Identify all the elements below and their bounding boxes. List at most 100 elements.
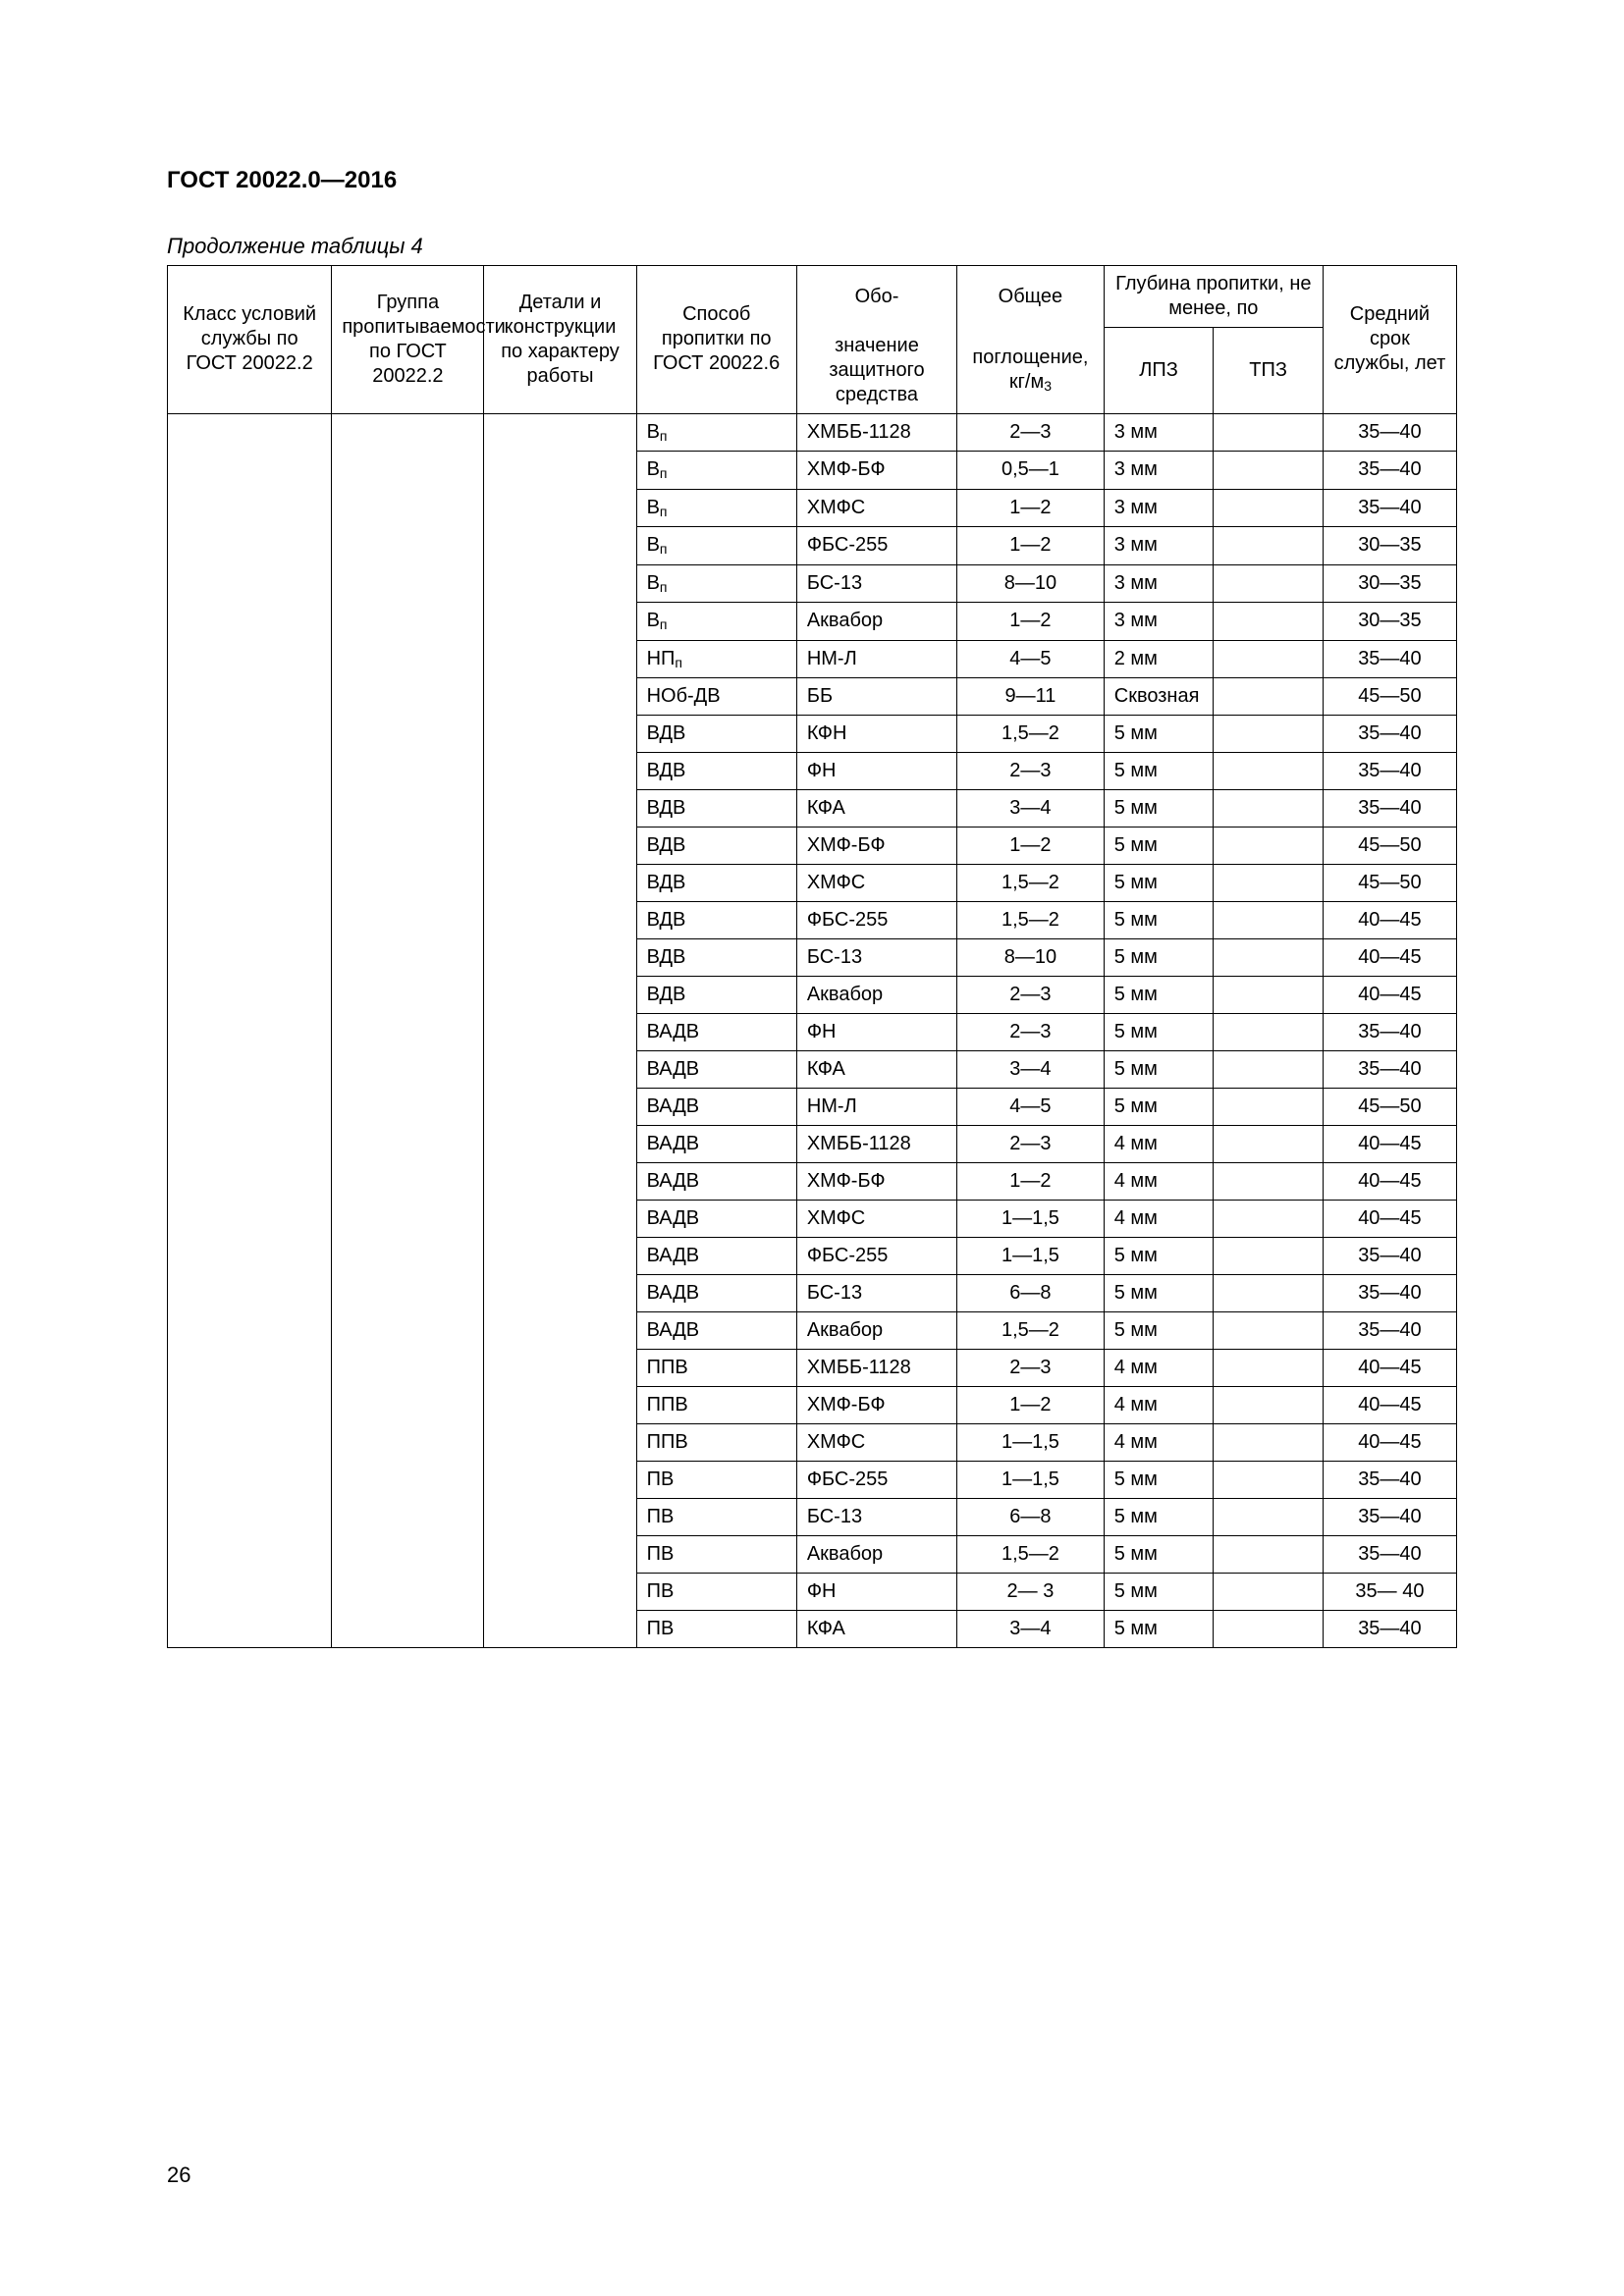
cell-designation: БС-13 [796,939,956,977]
cell-tpz [1214,1275,1324,1312]
cell-lifetime: 30—35 [1323,564,1456,603]
cell-designation: ХМББ-1128 [796,1350,956,1387]
cell-designation: ХМФ-БФ [796,1387,956,1424]
cell-lifetime: 35—40 [1323,1462,1456,1499]
cell-lpz: 3 мм [1104,527,1214,565]
cell-lpz: 2 мм [1104,640,1214,678]
cell-tpz [1214,1051,1324,1089]
cell-lpz: 5 мм [1104,1462,1214,1499]
th-absorption-top: Общее [957,266,1105,328]
cell-absorption: 8—10 [957,939,1105,977]
cell-tpz [1214,527,1324,565]
cell-designation: ХМФ-БФ [796,828,956,865]
cell-c0-span [168,413,332,1648]
cell-lifetime: 40—45 [1323,977,1456,1014]
cell-method: ППВ [636,1350,796,1387]
cell-lifetime: 45—50 [1323,678,1456,716]
cell-designation: ББ [796,678,956,716]
cell-lifetime: 35—40 [1323,1238,1456,1275]
cell-absorption: 2— 3 [957,1574,1105,1611]
cell-method: ВДВ [636,716,796,753]
cell-lpz: 5 мм [1104,865,1214,902]
cell-designation: ХМФС [796,865,956,902]
th-designation-bot: значение защитного средства [796,328,956,414]
cell-lifetime: 40—45 [1323,1201,1456,1238]
cell-lpz: Сквозная [1104,678,1214,716]
cell-designation: Аквабор [796,603,956,641]
cell-tpz [1214,865,1324,902]
cell-lifetime: 30—35 [1323,527,1456,565]
cell-absorption: 8—10 [957,564,1105,603]
cell-lpz: 5 мм [1104,902,1214,939]
cell-method: ППВ [636,1424,796,1462]
cell-tpz [1214,1126,1324,1163]
cell-absorption: 1—1,5 [957,1424,1105,1462]
cell-designation: КФА [796,1051,956,1089]
cell-tpz [1214,1574,1324,1611]
cell-lpz: 5 мм [1104,1499,1214,1536]
table-body: ВпХМББ-11282—33 мм35—40ВпХМФ-БФ0,5—13 мм… [168,413,1457,1648]
cell-lpz: 5 мм [1104,1089,1214,1126]
page: ГОСТ 20022.0—2016 Продолжение таблицы 4 … [0,0,1624,2296]
cell-lpz: 5 мм [1104,753,1214,790]
cell-lpz: 4 мм [1104,1424,1214,1462]
cell-lifetime: 45—50 [1323,1089,1456,1126]
cell-lpz: 5 мм [1104,1312,1214,1350]
cell-lifetime: 45—50 [1323,828,1456,865]
cell-method: ВДВ [636,753,796,790]
cell-absorption: 1—1,5 [957,1238,1105,1275]
table-caption: Продолжение таблицы 4 [167,234,1457,259]
cell-designation: КФА [796,1611,956,1648]
th-details: Детали и конструкции по характеру работы [484,266,636,414]
cell-absorption: 6—8 [957,1275,1105,1312]
table-head: Класс условий службы по ГОСТ 20022.2 Гру… [168,266,1457,414]
cell-method: ВАДВ [636,1163,796,1201]
cell-absorption: 2—3 [957,977,1105,1014]
cell-absorption: 2—3 [957,1126,1105,1163]
cell-lpz: 4 мм [1104,1350,1214,1387]
cell-method: ВДВ [636,939,796,977]
cell-method: ВДВ [636,865,796,902]
cell-absorption: 1,5—2 [957,716,1105,753]
cell-absorption: 2—3 [957,1350,1105,1387]
cell-absorption: 0,5—1 [957,452,1105,490]
cell-designation: ХМББ-1128 [796,413,956,452]
cell-method: ПВ [636,1536,796,1574]
cell-tpz [1214,1387,1324,1424]
cell-absorption: 1—2 [957,828,1105,865]
cell-absorption: 1,5—2 [957,865,1105,902]
cell-absorption: 1—1,5 [957,1462,1105,1499]
cell-tpz [1214,1163,1324,1201]
cell-designation: ХМФС [796,1424,956,1462]
cell-lifetime: 35—40 [1323,790,1456,828]
cell-designation: ФБС-255 [796,902,956,939]
cell-method: НОб-ДВ [636,678,796,716]
cell-absorption: 1—2 [957,1387,1105,1424]
cell-lifetime: 35—40 [1323,1051,1456,1089]
th-absorption-bot: поглощение, кг/м3 [957,328,1105,414]
cell-tpz [1214,1462,1324,1499]
cell-designation: БС-13 [796,564,956,603]
cell-method: ВАДВ [636,1089,796,1126]
cell-designation: ХМФС [796,1201,956,1238]
cell-tpz [1214,603,1324,641]
cell-designation: ФБС-255 [796,527,956,565]
cell-absorption: 2—3 [957,753,1105,790]
cell-tpz [1214,902,1324,939]
th-designation-top: Обо- [796,266,956,328]
cell-lpz: 5 мм [1104,1536,1214,1574]
table-row: ВпХМББ-11282—33 мм35—40 [168,413,1457,452]
th-method: Способ пропитки по ГОСТ 20022.6 [636,266,796,414]
cell-lpz: 4 мм [1104,1163,1214,1201]
cell-lpz: 5 мм [1104,828,1214,865]
cell-absorption: 2—3 [957,413,1105,452]
cell-lifetime: 35—40 [1323,489,1456,527]
th-group: Группа пропитываемости по ГОСТ 20022.2 [332,266,484,414]
cell-method: ВДВ [636,790,796,828]
cell-lpz: 5 мм [1104,939,1214,977]
cell-designation: ФБС-255 [796,1238,956,1275]
cell-absorption: 3—4 [957,790,1105,828]
cell-lifetime: 40—45 [1323,1350,1456,1387]
cell-designation: Аквабор [796,1312,956,1350]
cell-tpz [1214,1014,1324,1051]
